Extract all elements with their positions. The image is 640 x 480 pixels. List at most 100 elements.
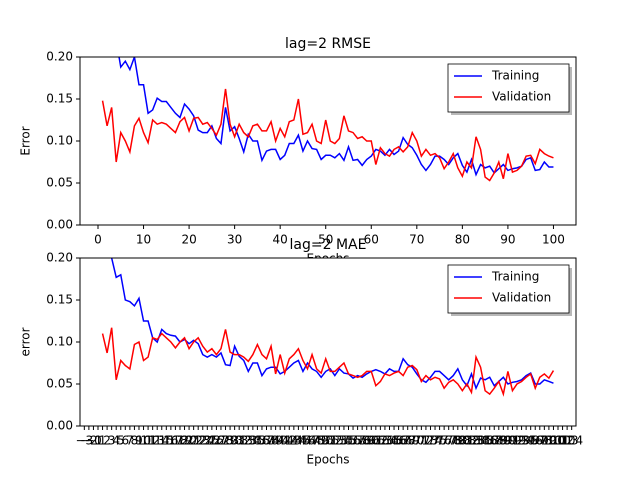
axes-frame xyxy=(79,56,577,226)
x-tick-label: 51 xyxy=(323,434,338,448)
x-tick-label: 0 xyxy=(94,233,102,247)
x-tick-label: 57 xyxy=(350,434,365,448)
x-tick-label: 65 xyxy=(386,434,401,448)
chart-title: lag=2 RMSE xyxy=(285,36,371,52)
legend-label: Training xyxy=(491,270,539,284)
x-tick-label: 78 xyxy=(446,434,461,448)
x-tick-label: 10 xyxy=(136,434,151,448)
x-tick-label: 59 xyxy=(359,434,374,448)
y-tick-label: 0.15 xyxy=(46,92,73,106)
x-tick-label: 25 xyxy=(204,434,219,448)
x-tick-label: 89 xyxy=(496,434,511,448)
x-tick-label: 56 xyxy=(345,434,360,448)
y-tick-label: 0.20 xyxy=(46,251,73,265)
x-tick-label: 82 xyxy=(464,434,479,448)
x-tick-label: 3 xyxy=(108,434,116,448)
x-tick-label: 43 xyxy=(286,434,301,448)
chart-title: lag=2 MAE xyxy=(290,237,367,253)
x-tick-label: 63 xyxy=(377,434,392,448)
x-tick-label: 9 xyxy=(135,434,143,448)
x-tick-label: 67 xyxy=(396,434,411,448)
x-tick-label: 4 xyxy=(112,434,120,448)
x-tick-label: 6 xyxy=(121,434,129,448)
x-tick-label: 62 xyxy=(373,434,388,448)
x-tick-label: 76 xyxy=(437,434,452,448)
line-series xyxy=(110,258,554,391)
legend-label: Training xyxy=(491,69,539,83)
legend-box xyxy=(447,63,570,113)
y-axis-label: Error xyxy=(19,126,33,155)
x-tick-label: 29 xyxy=(222,434,237,448)
x-tick-label: 71 xyxy=(414,434,429,448)
x-tick-label: 49 xyxy=(314,434,329,448)
x-tick-label: 40 xyxy=(273,434,288,448)
x-tick-label: 41 xyxy=(277,434,292,448)
x-tick-label: 46 xyxy=(300,434,315,448)
x-tick-label: 19 xyxy=(177,434,192,448)
x-tick-label: 84 xyxy=(473,434,488,448)
x-tick-label: 58 xyxy=(355,434,370,448)
x-tick-label: 50 xyxy=(318,434,333,448)
x-tick-label: 90 xyxy=(500,434,515,448)
x-tick-label: 81 xyxy=(459,434,474,448)
y-tick-label: 0.15 xyxy=(46,293,73,307)
x-tick-label: 22 xyxy=(191,434,206,448)
line-series xyxy=(101,327,555,397)
y-tick-label: 0.10 xyxy=(46,134,73,148)
x-tick-label: 7 xyxy=(126,434,134,448)
y-tick-label: 0.20 xyxy=(46,50,73,64)
x-tick-label: 30 xyxy=(227,434,242,448)
x-tick-label: 13 xyxy=(150,434,165,448)
x-tick-label: 101 xyxy=(547,434,570,448)
x-tick-label: 1 xyxy=(99,434,107,448)
x-tick-label: 12 xyxy=(145,434,160,448)
x-tick-label: 36 xyxy=(254,434,269,448)
y-tick-label: 0.05 xyxy=(46,176,73,190)
x-tick-label: 104 xyxy=(560,434,583,448)
x-tick-label: −2 xyxy=(80,434,98,448)
x-tick-label: 34 xyxy=(245,434,260,448)
line-series xyxy=(118,57,554,177)
x-tick-label: 23 xyxy=(195,434,210,448)
x-tick-label: −3 xyxy=(75,434,93,448)
x-tick-label: 64 xyxy=(382,434,397,448)
x-tick-label: 80 xyxy=(455,233,470,247)
x-tick-label: 86 xyxy=(482,434,497,448)
x-tick-label: 66 xyxy=(391,434,406,448)
x-tick-label: 20 xyxy=(181,434,196,448)
x-tick-label: 31 xyxy=(232,434,247,448)
x-tick-label: 95 xyxy=(523,434,538,448)
x-tick-label: 16 xyxy=(163,434,178,448)
x-tick-label: 98 xyxy=(537,434,552,448)
x-tick-label: 83 xyxy=(468,434,483,448)
legend-label: Validation xyxy=(492,291,551,305)
x-tick-label: 102 xyxy=(551,434,574,448)
x-tick-label: 88 xyxy=(491,434,506,448)
x-tick-label: 52 xyxy=(327,434,342,448)
x-tick-label: 74 xyxy=(427,434,442,448)
legend-label: Validation xyxy=(492,90,551,104)
y-tick-label: 0.10 xyxy=(46,335,73,349)
y-tick-label: 0.00 xyxy=(46,419,73,433)
y-tick-label: 0.00 xyxy=(46,218,73,232)
x-tick-label: 54 xyxy=(336,434,351,448)
x-tick-label: 20 xyxy=(181,233,196,247)
x-tick-label: 44 xyxy=(291,434,306,448)
x-tick-label: 68 xyxy=(400,434,415,448)
x-tick-label: 55 xyxy=(341,434,356,448)
x-tick-label: 17 xyxy=(168,434,183,448)
x-tick-label: 60 xyxy=(364,434,379,448)
x-tick-label: 61 xyxy=(368,434,383,448)
x-tick-label: 90 xyxy=(500,233,515,247)
x-tick-label: 26 xyxy=(209,434,224,448)
x-tick-label: 40 xyxy=(273,233,288,247)
x-tick-label: 15 xyxy=(159,434,174,448)
x-tick-label: 38 xyxy=(263,434,278,448)
x-tick-label: 11 xyxy=(140,434,155,448)
x-tick-label: 70 xyxy=(409,434,424,448)
x-tick-label: 87 xyxy=(487,434,502,448)
x-tick-label: 69 xyxy=(405,434,420,448)
y-axis-label: error xyxy=(19,327,33,356)
